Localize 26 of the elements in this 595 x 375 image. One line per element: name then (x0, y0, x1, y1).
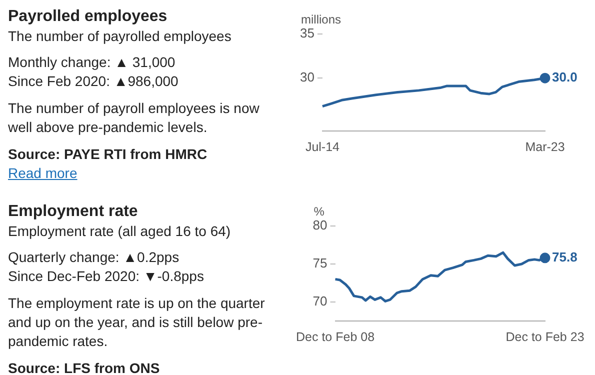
data-label: 75.8 (552, 250, 578, 264)
source-note: Source: PAYE RTI from HMRC (8, 145, 208, 164)
text: Since Feb 2020: ▲986,000 (8, 72, 180, 91)
x-tick-label: Dec to Feb 08 (296, 330, 375, 344)
text: Employment rate (all aged 16 to 64) (8, 223, 232, 239)
text: Payrolled employees (8, 8, 168, 26)
text: Since Dec-Feb 2020: ▼-0.8pps (8, 267, 205, 286)
data-label: 30.0 (552, 70, 578, 85)
y-tick-label: 35 (300, 26, 314, 41)
y-axis-title: millions (301, 12, 342, 26)
y-tick-label: 70 (312, 294, 328, 309)
x-tick-label: Jul-14 (305, 140, 340, 154)
y-tick-label: 75 (312, 256, 328, 271)
text: The number of payrolled employees (8, 28, 232, 44)
x-tick-label: Dec to Feb 23 (506, 330, 584, 344)
text: Read more (8, 164, 78, 183)
text: The employment rate is up on the quarter and up on the year, and is still below pre-pandemic rates. (8, 294, 266, 351)
text: Employment rate (8, 203, 139, 221)
text: Monthly change: ▲ 31,000 (8, 53, 176, 72)
y-tick-label: 30 (300, 70, 314, 85)
text: The number of payroll employees is now well above pre-pandemic levels. (8, 99, 260, 137)
y-tick-label: 80 (312, 218, 328, 233)
text: Quarterly change: ▲0.2pps (8, 248, 180, 267)
x-tick-label: Mar-23 (525, 140, 565, 154)
source-note: Source: LFS from ONS (8, 359, 161, 375)
y-axis-title: % (314, 204, 325, 218)
